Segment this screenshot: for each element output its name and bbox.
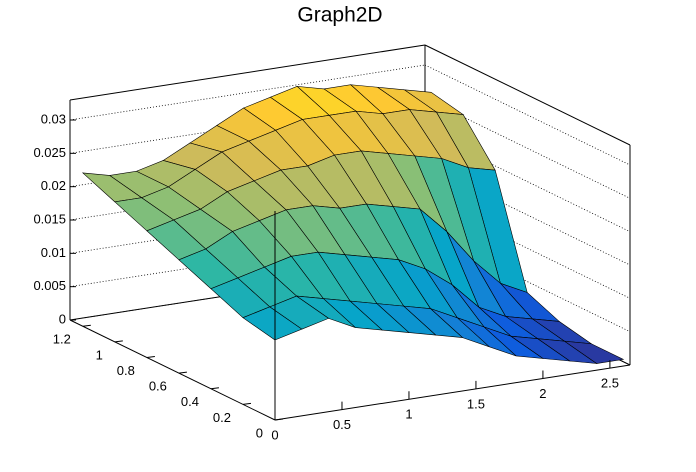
y-tick-label: 1.2 <box>53 332 71 347</box>
axis-box <box>424 44 631 146</box>
z-tick-label: 0.02 <box>41 178 66 193</box>
axis-box <box>69 44 426 101</box>
x-tick-label: 1 <box>405 407 412 422</box>
z-tick-label: 0.03 <box>41 111 66 126</box>
x-axis <box>274 364 631 421</box>
chart-title: Graph2D <box>297 4 382 27</box>
y-tick-label: 0.6 <box>149 379 167 394</box>
y-tick-label: 0.8 <box>117 363 135 378</box>
y-tick <box>274 418 284 421</box>
x-tick-label: 2.5 <box>601 376 619 391</box>
grid-line <box>424 197 631 299</box>
grid-line <box>424 131 631 233</box>
z-tick-label: 0.015 <box>33 211 66 226</box>
y-tick-label: 0 <box>256 425 263 440</box>
x-tick-label: 0.5 <box>333 417 351 432</box>
grid-line <box>424 231 631 333</box>
x-tick-label: 2 <box>539 386 546 401</box>
y-tick <box>210 387 219 390</box>
grid-line <box>424 64 631 166</box>
z-tick-label: 0.005 <box>33 278 66 293</box>
y-tick-label: 1 <box>96 347 103 362</box>
surface-cell <box>242 306 303 341</box>
y-tick <box>242 402 252 405</box>
y-axis <box>69 319 276 421</box>
y-tick <box>178 371 187 374</box>
x-tick-label: 1.5 <box>467 396 485 411</box>
y-tick <box>82 324 91 327</box>
z-tick-label: 0.01 <box>41 245 66 260</box>
y-tick-label: 0.2 <box>213 410 231 425</box>
z-tick-label: 0.025 <box>33 145 66 160</box>
grid-line <box>424 164 631 266</box>
y-tick <box>146 356 155 358</box>
y-tick <box>114 340 123 343</box>
y-tick-label: 0.4 <box>181 394 199 409</box>
z-tick-label: 0 <box>59 311 66 326</box>
grid-line <box>424 97 631 199</box>
x-tick-label: 0 <box>271 427 278 442</box>
